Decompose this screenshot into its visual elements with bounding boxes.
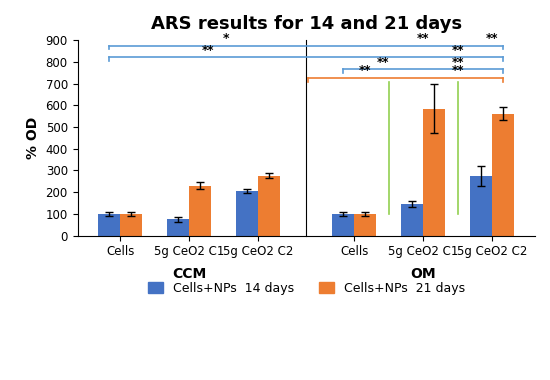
Text: **: **: [486, 32, 498, 45]
Text: **: **: [452, 65, 464, 78]
Bar: [98, 214, 120, 236]
Bar: [402, 204, 424, 236]
Text: **: **: [452, 56, 464, 69]
Bar: [236, 191, 258, 236]
Text: *: *: [223, 32, 230, 45]
Text: **: **: [452, 44, 464, 57]
Bar: [189, 185, 211, 236]
Bar: [120, 214, 142, 236]
Text: **: **: [201, 44, 214, 57]
Bar: [424, 109, 446, 236]
Bar: [470, 176, 492, 236]
Title: ARS results for 14 and 21 days: ARS results for 14 and 21 days: [151, 15, 462, 33]
Bar: [354, 214, 377, 236]
Text: CCM: CCM: [172, 266, 206, 280]
Bar: [167, 219, 189, 236]
Bar: [332, 214, 354, 236]
Text: **: **: [359, 65, 372, 78]
Bar: [258, 176, 280, 236]
Y-axis label: % OD: % OD: [26, 117, 40, 159]
Text: **: **: [377, 56, 389, 69]
Bar: [492, 114, 514, 236]
Text: OM: OM: [410, 266, 436, 280]
Text: **: **: [417, 32, 430, 45]
Legend: Cells+NPs  14 days, Cells+NPs  21 days: Cells+NPs 14 days, Cells+NPs 21 days: [142, 277, 470, 299]
